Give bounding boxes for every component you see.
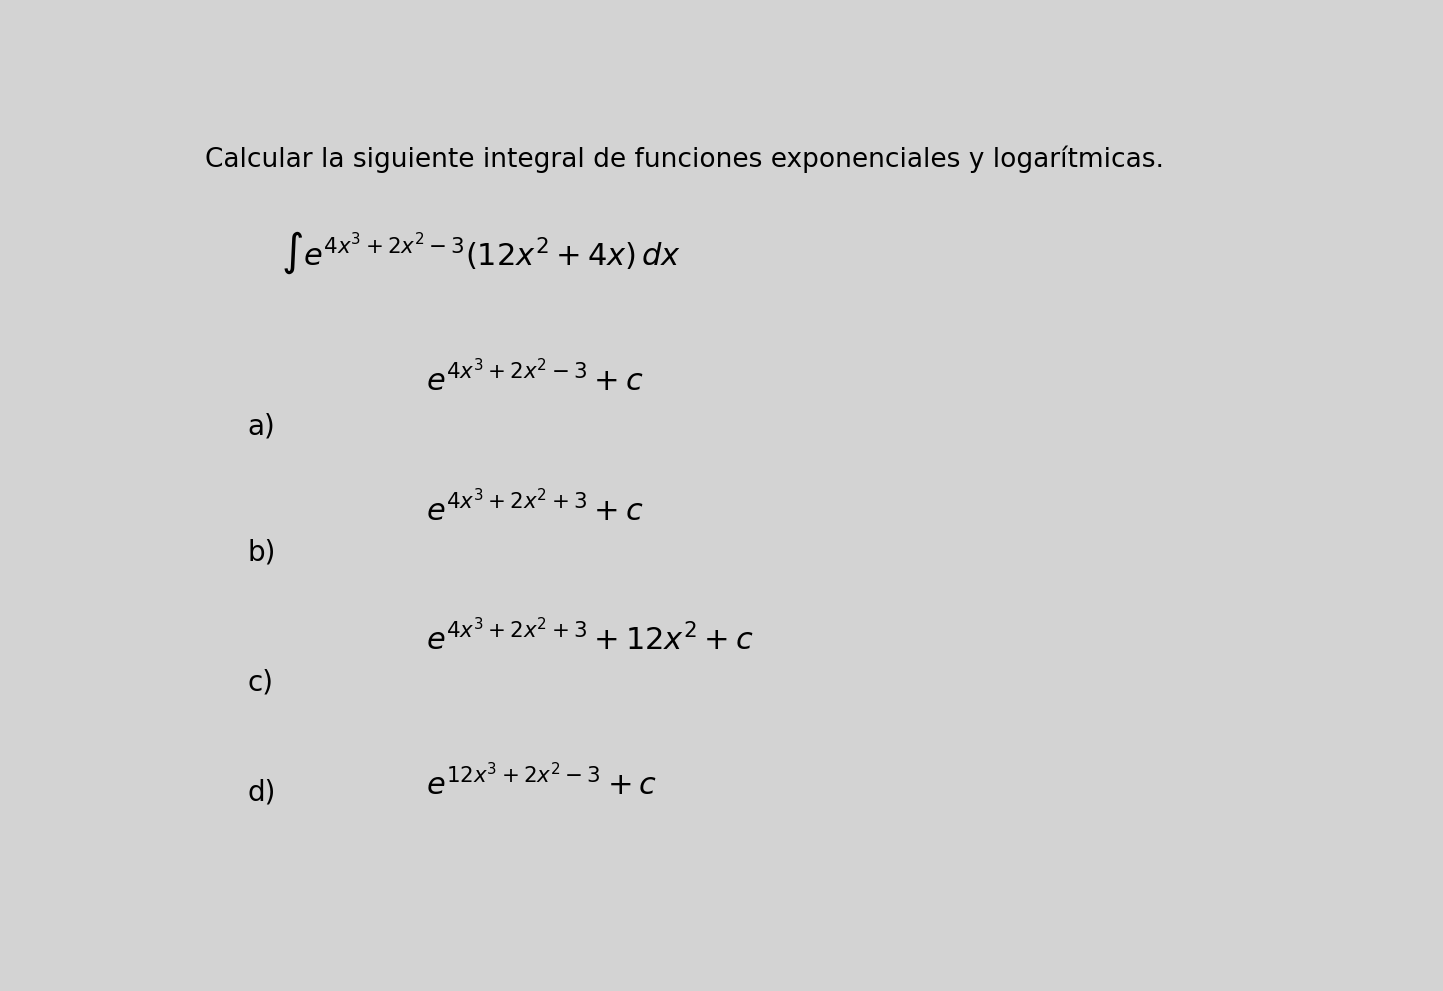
Text: a): a): [248, 412, 276, 441]
Text: $e^{4x^3+2x^2+3}+c$: $e^{4x^3+2x^2+3}+c$: [427, 489, 644, 526]
Text: $e^{4x^3+2x^2-3}+c$: $e^{4x^3+2x^2-3}+c$: [427, 360, 644, 396]
Text: d): d): [248, 779, 276, 807]
Text: c): c): [248, 668, 274, 697]
Text: $e^{12x^3+2x^2-3}+c$: $e^{12x^3+2x^2-3}+c$: [427, 764, 658, 801]
Text: $e^{4x^3+2x^2+3}+12x^2+c$: $e^{4x^3+2x^2+3}+12x^2+c$: [427, 618, 753, 656]
Text: $\int e^{4x^3+2x^2-3}(12x^2+4x)\,dx$: $\int e^{4x^3+2x^2-3}(12x^2+4x)\,dx$: [281, 230, 681, 276]
Text: Calcular la siguiente integral de funciones exponenciales y logarítmicas.: Calcular la siguiente integral de funcio…: [205, 146, 1165, 173]
Text: b): b): [248, 539, 276, 567]
